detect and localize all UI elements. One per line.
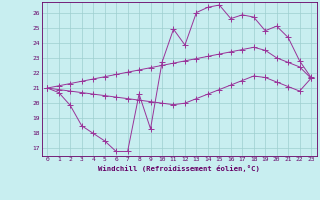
X-axis label: Windchill (Refroidissement éolien,°C): Windchill (Refroidissement éolien,°C)	[98, 165, 260, 172]
